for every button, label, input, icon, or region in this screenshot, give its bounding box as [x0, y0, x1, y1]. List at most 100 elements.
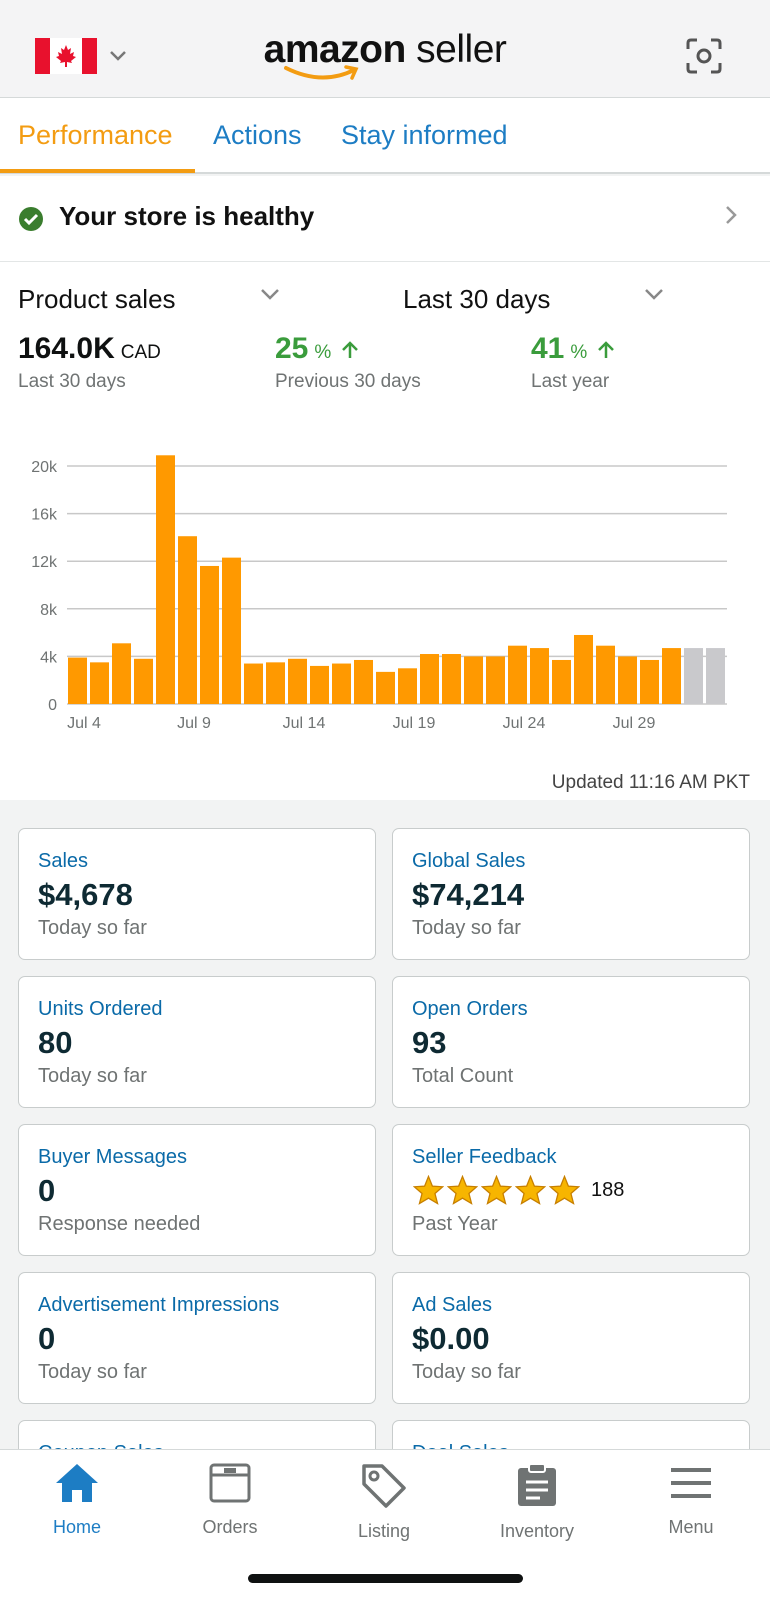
amazon-smile-icon	[284, 65, 359, 80]
chart-bar	[266, 662, 285, 704]
app-header: amazon seller	[0, 0, 770, 98]
card-subtitle: Today so far	[412, 917, 521, 939]
chart-bar	[508, 645, 527, 704]
chart-bar	[596, 645, 615, 704]
chart-bar	[486, 656, 505, 704]
period-dropdown[interactable]: Last 30 days	[403, 284, 551, 314]
chart-bar	[376, 671, 395, 704]
chevron-down-icon[interactable]	[644, 288, 664, 302]
arrow-up-icon	[341, 341, 358, 358]
nav-inventory[interactable]: Inventory	[477, 1462, 597, 1542]
card-title: Open Orders	[412, 998, 528, 1020]
chart-bar	[354, 659, 373, 704]
card-value: 80	[38, 1025, 73, 1060]
total-sales-value: 164.0K CAD	[18, 332, 161, 365]
card-title: Ad Sales	[412, 1294, 493, 1316]
canada-flag-icon	[35, 38, 97, 74]
card-ad-impressions[interactable]: Advertisement Impressions 0 Today so far	[18, 1272, 376, 1404]
chevron-right-icon	[726, 206, 737, 224]
star-icon	[549, 1175, 580, 1205]
card-title: Units Ordered	[38, 998, 163, 1020]
star-icon	[481, 1175, 512, 1205]
y-tick-label: 4k	[40, 649, 58, 666]
clipboard-icon	[518, 1463, 556, 1506]
chart-bar	[90, 662, 109, 704]
store-health-row[interactable]: Your store is healthy	[0, 176, 770, 262]
card-sales[interactable]: Sales $4,678 Today so far	[18, 828, 376, 960]
card-subtitle: Today so far	[38, 1361, 147, 1383]
y-tick-label: 12k	[31, 554, 58, 571]
card-subtitle: Total Count	[412, 1065, 514, 1087]
nav-menu[interactable]: Menu	[631, 1462, 751, 1538]
card-units-ordered[interactable]: Units Ordered 80 Today so far	[18, 976, 376, 1108]
prev-period-label: Previous 30 days	[275, 371, 421, 392]
card-title: Global Sales	[412, 850, 526, 872]
home-indicator	[248, 1574, 523, 1583]
chart-bar	[552, 659, 571, 704]
chart-bar	[530, 648, 549, 704]
metric-dropdown[interactable]: Product sales	[18, 284, 176, 314]
chart-bar	[640, 659, 659, 704]
card-value: $4,678	[38, 877, 133, 912]
prev-period-change: 25%	[275, 332, 360, 366]
star-icon	[515, 1175, 546, 1205]
chevron-down-icon[interactable]	[260, 288, 280, 302]
tab-performance[interactable]: Performance	[18, 120, 173, 150]
chart-bar	[420, 654, 439, 704]
chart-bar	[684, 648, 703, 704]
bottom-navigation: Home Orders Listing Inventory	[0, 1449, 770, 1600]
chevron-down-icon	[110, 51, 126, 61]
tag-icon	[362, 1464, 406, 1508]
card-title: Sales	[38, 850, 89, 872]
card-title: Advertisement Impressions	[38, 1294, 280, 1316]
chart-bar	[288, 658, 307, 704]
card-subtitle: Past Year	[412, 1213, 498, 1235]
card-ad-sales[interactable]: Ad Sales $0.00 Today so far	[392, 1272, 750, 1404]
card-global-sales[interactable]: Global Sales $74,214 Today so far	[392, 828, 750, 960]
country-selector[interactable]	[35, 38, 127, 74]
chart-bar	[156, 455, 175, 704]
check-circle-icon	[19, 207, 43, 231]
star-icon	[447, 1175, 478, 1205]
nav-home[interactable]: Home	[17, 1462, 137, 1538]
tab-stay-informed[interactable]: Stay informed	[341, 120, 508, 150]
last-year-label: Last year	[531, 371, 610, 392]
chart-bar	[222, 557, 241, 704]
card-open-orders[interactable]: Open Orders 93 Total Count	[392, 976, 750, 1108]
tab-actions[interactable]: Actions	[213, 120, 302, 150]
card-buyer-messages[interactable]: Buyer Messages 0 Response needed	[18, 1124, 376, 1256]
y-tick-label: 8k	[40, 602, 58, 619]
y-tick-label: 0	[48, 697, 57, 714]
chart-bar	[310, 665, 329, 704]
card-title: Buyer Messages	[38, 1146, 187, 1168]
card-value: 93	[412, 1025, 447, 1060]
card-seller-feedback[interactable]: Seller Feedback 188 Past Year	[392, 1124, 750, 1256]
scan-button[interactable]	[686, 38, 722, 79]
nav-listing[interactable]: Listing	[324, 1462, 444, 1542]
y-tick-label: 20k	[31, 459, 58, 476]
chart-bar	[706, 648, 725, 704]
card-subtitle: Today so far	[412, 1361, 521, 1383]
chart-bar	[464, 656, 483, 704]
card-value: $0.00	[412, 1321, 490, 1356]
last-year-change: 41%	[531, 332, 616, 366]
star-icon	[413, 1175, 444, 1205]
card-subtitle: Response needed	[38, 1213, 201, 1235]
chart-bar	[574, 634, 593, 704]
chart-bar	[442, 654, 461, 704]
card-subtitle: Today so far	[38, 917, 147, 939]
chart-bar	[112, 643, 131, 704]
chart-bar	[134, 658, 153, 704]
chart-bar	[662, 648, 681, 704]
card-value: 0	[38, 1321, 56, 1356]
x-tick-label: Jul 29	[613, 715, 656, 732]
chart-bar	[178, 536, 197, 704]
y-tick-label: 16k	[31, 507, 58, 524]
chart-bar	[68, 657, 87, 704]
nav-orders[interactable]: Orders	[170, 1462, 290, 1538]
x-tick-label: Jul 14	[283, 715, 326, 732]
card-subtitle: Today so far	[38, 1065, 147, 1087]
card-value: $74,214	[412, 877, 525, 912]
card-value: 0	[38, 1173, 56, 1208]
arrow-up-icon	[597, 341, 614, 358]
